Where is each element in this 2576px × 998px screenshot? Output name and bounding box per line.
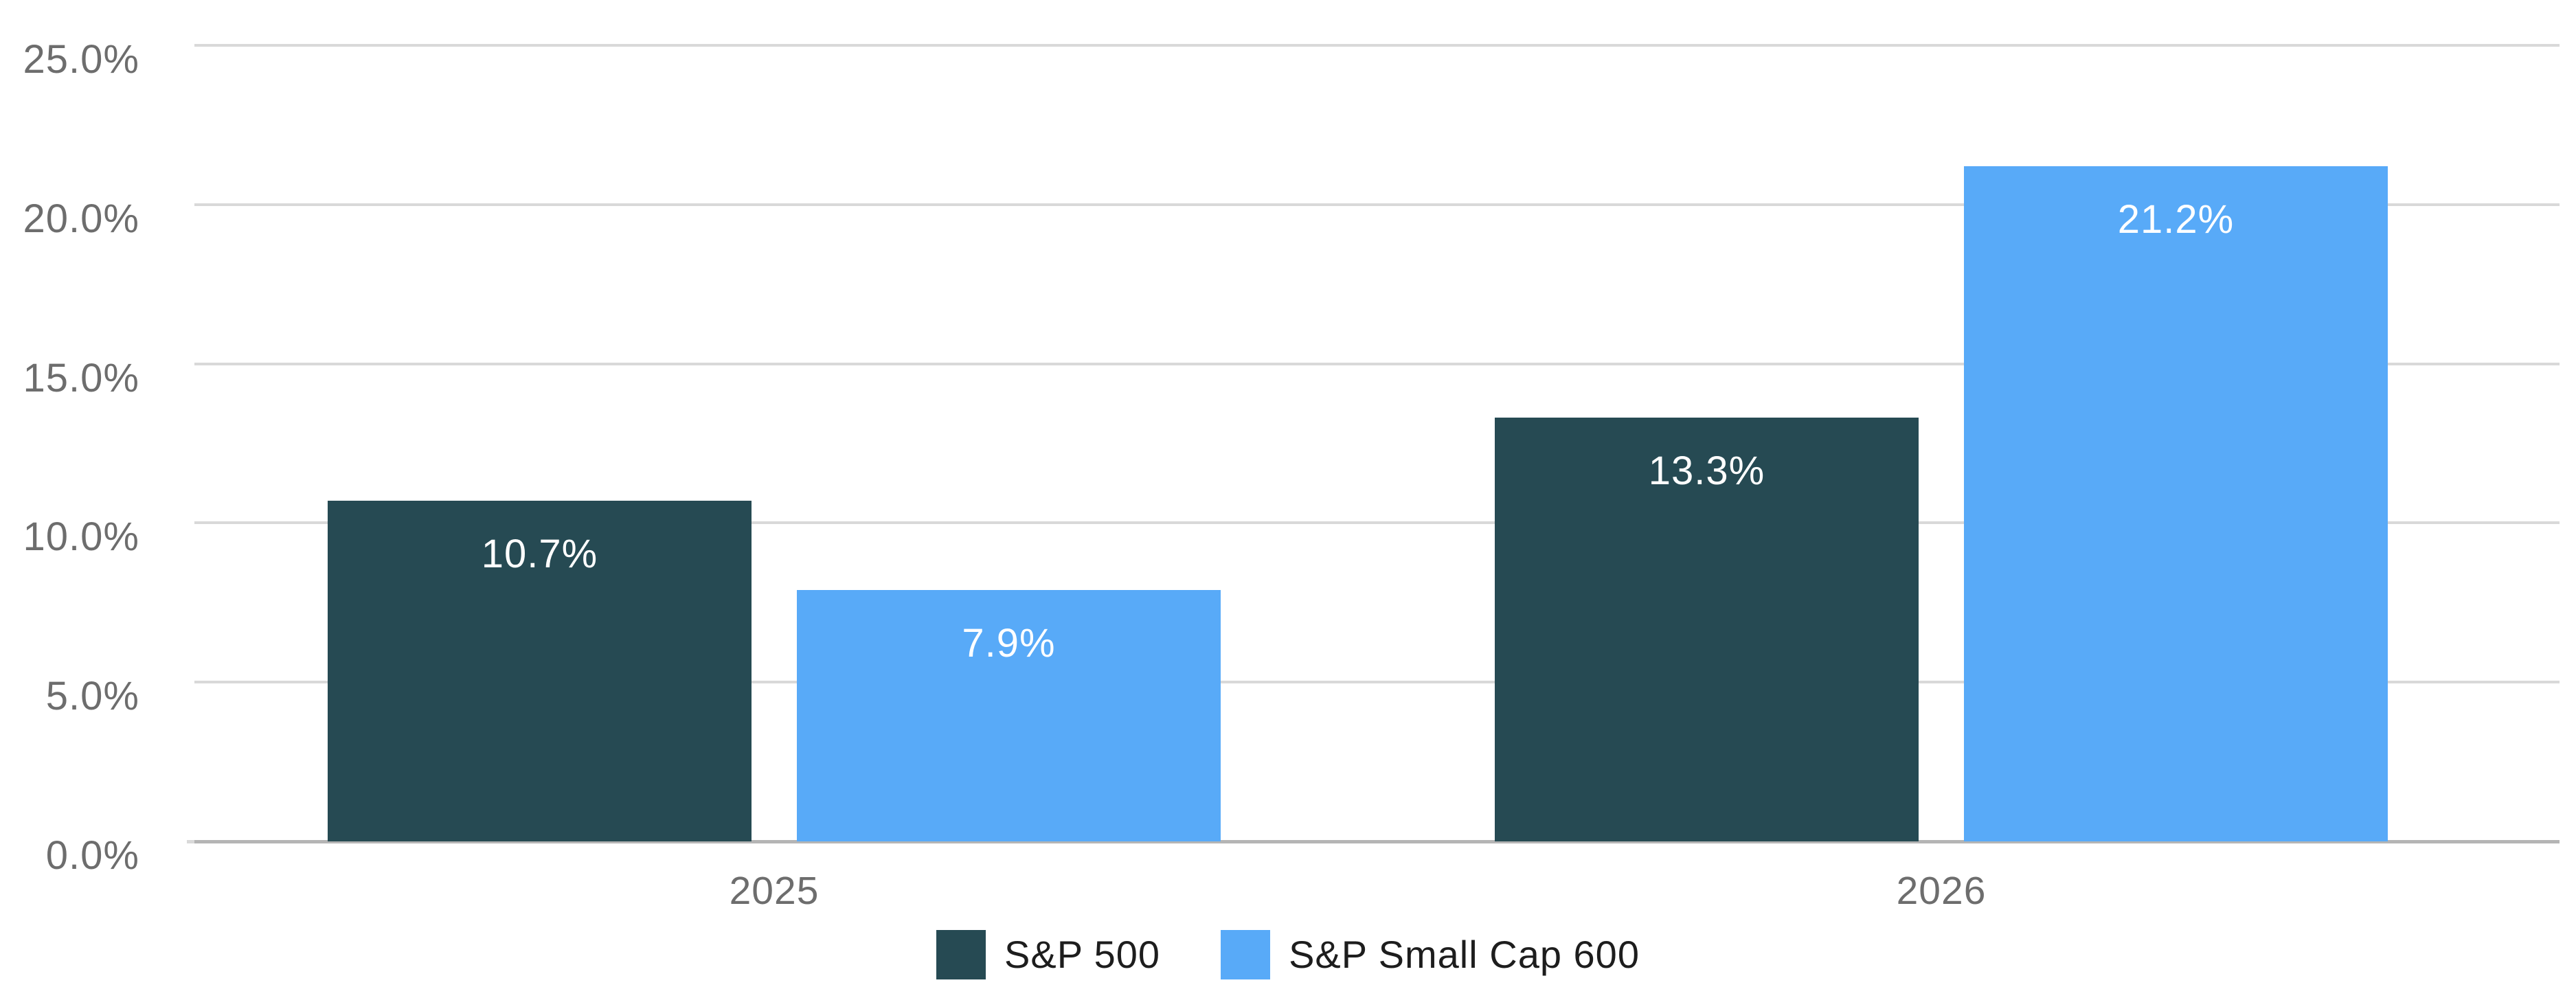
- bar-s-p-small-cap-600-2026: 21.2%: [1964, 166, 2388, 841]
- bar-s-p-small-cap-600-2025: 7.9%: [797, 589, 1221, 841]
- bar-value-label: 21.2%: [2117, 197, 2235, 242]
- legend-swatch-smallcap600: [1221, 930, 1271, 979]
- y-axis-tick-label: 25.0%: [23, 37, 139, 82]
- legend-item-sp500: S&P 500: [936, 930, 1160, 979]
- x-axis-label-2025: 2025: [729, 869, 820, 913]
- legend-label-sp500: S&P 500: [1004, 933, 1161, 976]
- legend-label-smallcap600: S&P Small Cap 600: [1289, 933, 1640, 976]
- y-axis-tick-label: 10.0%: [23, 514, 139, 560]
- legend-item-smallcap600: S&P Small Cap 600: [1221, 930, 1640, 979]
- y-axis-tick-label: 20.0%: [23, 196, 139, 241]
- legend-swatch-sp500: [936, 930, 986, 979]
- x-axis-label-2026: 2026: [1896, 869, 1987, 913]
- axis-tick: [187, 840, 194, 843]
- y-axis-tick-label: 15.0%: [23, 355, 139, 400]
- bar-value-label: 10.7%: [481, 531, 598, 576]
- y-axis-tick-label: 0.0%: [45, 833, 139, 878]
- y-axis-tick-label: 5.0%: [45, 674, 139, 719]
- gridline: [194, 44, 2560, 47]
- legend: S&P 500 S&P Small Cap 600: [936, 929, 1640, 980]
- bar-s-p-500-2025: 10.7%: [328, 500, 752, 841]
- bar-value-label: 7.9%: [962, 620, 1056, 666]
- bar-s-p-500-2026: 13.3%: [1495, 418, 1919, 841]
- bar-value-label: 13.3%: [1648, 449, 1765, 494]
